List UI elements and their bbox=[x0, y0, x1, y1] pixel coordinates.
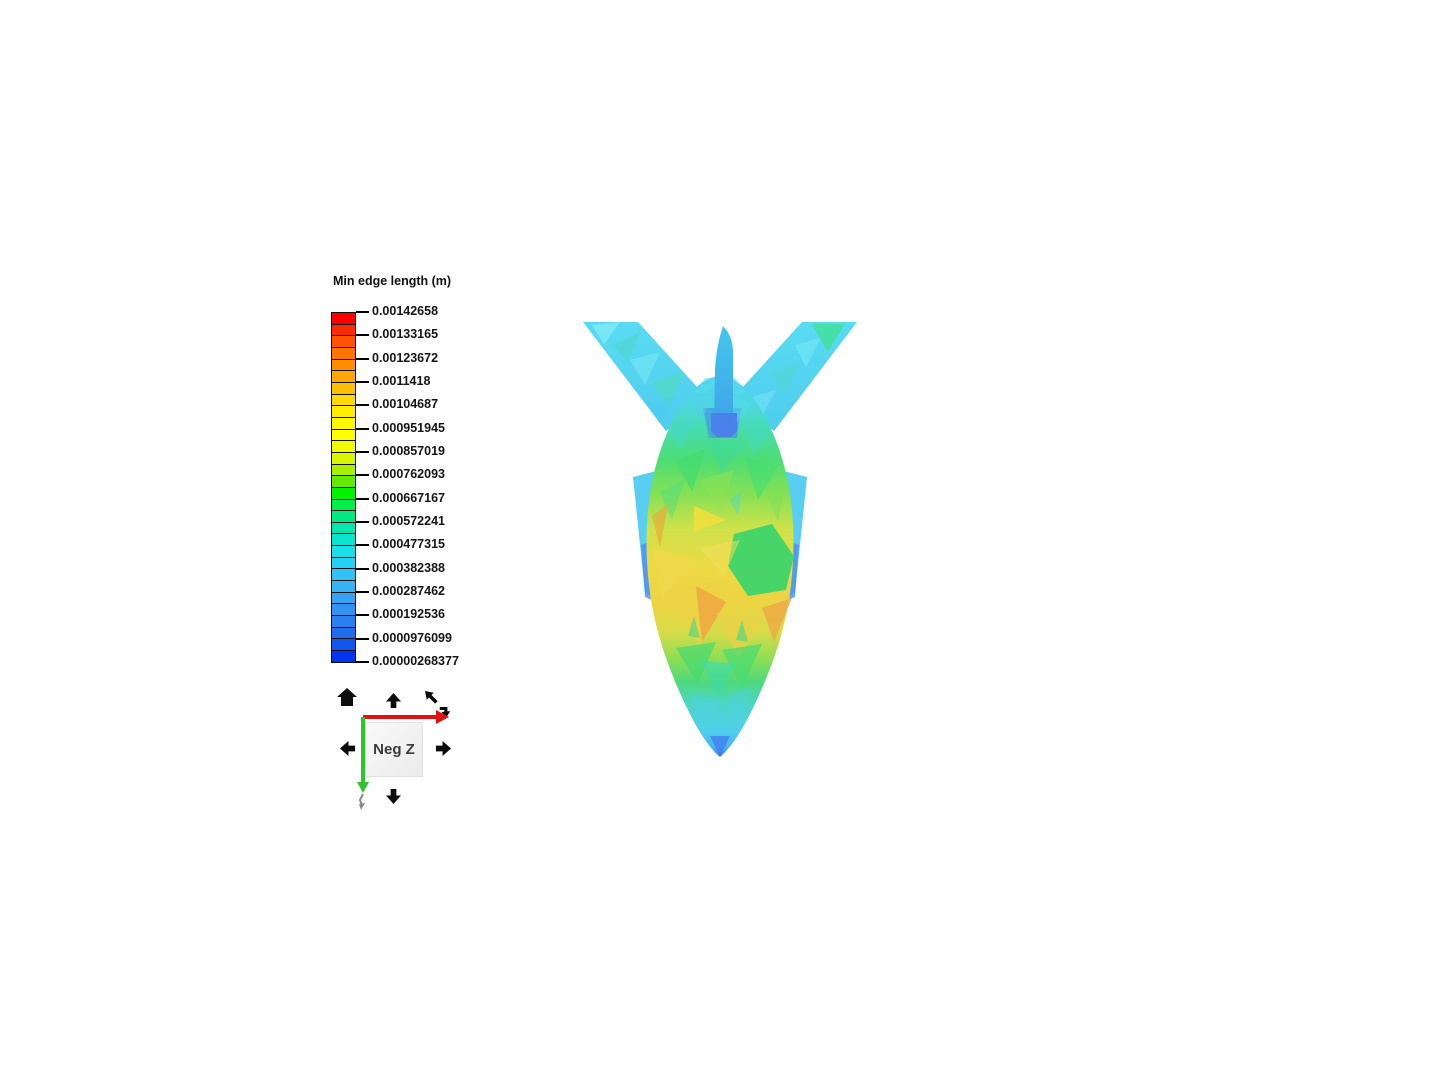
roll-ccw-icon bbox=[424, 690, 438, 704]
legend-tick-label: 0.00104687 bbox=[372, 397, 439, 412]
rotate-left-icon bbox=[339, 740, 355, 756]
legend-tick-label: 0.000477315 bbox=[372, 537, 445, 552]
home-icon bbox=[337, 688, 357, 706]
rotate-right-button[interactable] bbox=[434, 739, 452, 757]
legend-tick-label: 0.000951945 bbox=[372, 420, 445, 435]
legend-tick-label: 0.000857019 bbox=[372, 444, 445, 458]
right-wing bbox=[732, 322, 857, 431]
legend-tick-label: 0.00000268377 bbox=[372, 654, 459, 668]
legend-tick bbox=[356, 637, 369, 640]
legend-tick bbox=[356, 381, 369, 383]
vertical-tail-fin bbox=[711, 326, 737, 437]
z-axis-stub bbox=[358, 793, 364, 807]
colorbar-segment bbox=[331, 650, 356, 663]
roll-cw-icon bbox=[439, 706, 450, 718]
legend-tick-label: 0.000762093 bbox=[372, 467, 445, 482]
legend-tick bbox=[356, 474, 369, 477]
legend-tick bbox=[356, 427, 369, 430]
legend-tick bbox=[356, 404, 369, 407]
legend-tick-label: 0.000287462 bbox=[372, 584, 445, 598]
rotate-down-icon bbox=[385, 788, 401, 804]
roll-cw-button[interactable] bbox=[437, 704, 452, 719]
legend-tick bbox=[356, 451, 369, 453]
rotate-left-button[interactable] bbox=[338, 739, 356, 757]
rotate-up-button[interactable] bbox=[384, 691, 402, 709]
view-cube-face[interactable]: Neg Z bbox=[365, 722, 423, 777]
legend-tick bbox=[356, 521, 369, 523]
left-wing bbox=[583, 322, 708, 431]
legend-tick bbox=[356, 311, 369, 313]
legend-tick bbox=[356, 591, 369, 593]
legend-tick-label: 0.000192536 bbox=[372, 607, 445, 622]
y-axis-arrowhead bbox=[357, 782, 369, 793]
x-axis bbox=[363, 715, 437, 719]
legend: Min edge length (m) 0.00142658 0.00133165… bbox=[331, 274, 501, 684]
legend-tick-label: 0.000382388 bbox=[372, 560, 445, 575]
legend-tick bbox=[356, 334, 369, 337]
legend-tick bbox=[356, 661, 369, 663]
legend-tick-label: 0.00142658 bbox=[372, 304, 439, 318]
legend-tick bbox=[356, 497, 369, 500]
legend-tick-label: 0.000572241 bbox=[372, 514, 445, 528]
rotate-up-icon bbox=[385, 692, 401, 708]
legend-tick bbox=[356, 544, 369, 547]
legend-tick-label: 0.0000976099 bbox=[372, 630, 452, 645]
roll-ccw-button[interactable] bbox=[424, 690, 439, 705]
legend-colorbar bbox=[331, 312, 356, 663]
rotate-right-icon bbox=[435, 740, 451, 756]
legend-tick bbox=[356, 357, 369, 360]
legend-tick bbox=[356, 614, 369, 617]
legend-tick-label: 0.0011418 bbox=[372, 374, 431, 388]
rotate-down-button[interactable] bbox=[384, 787, 402, 805]
legend-tick bbox=[356, 567, 369, 570]
legend-title: Min edge length (m) bbox=[333, 274, 452, 288]
legend-tick-label: 0.000667167 bbox=[372, 490, 445, 505]
legend-tick-label: 0.00133165 bbox=[372, 327, 439, 342]
legend-tickrail: 0.00142658 0.00133165 0.00123672 0.0011418 0… bbox=[331, 304, 501, 668]
legend-tick-label: 0.00123672 bbox=[372, 350, 439, 365]
z-axis-arrowhead bbox=[359, 803, 365, 810]
view-navigation-widget: Neg Z bbox=[330, 683, 462, 815]
home-view-button[interactable] bbox=[336, 687, 358, 707]
